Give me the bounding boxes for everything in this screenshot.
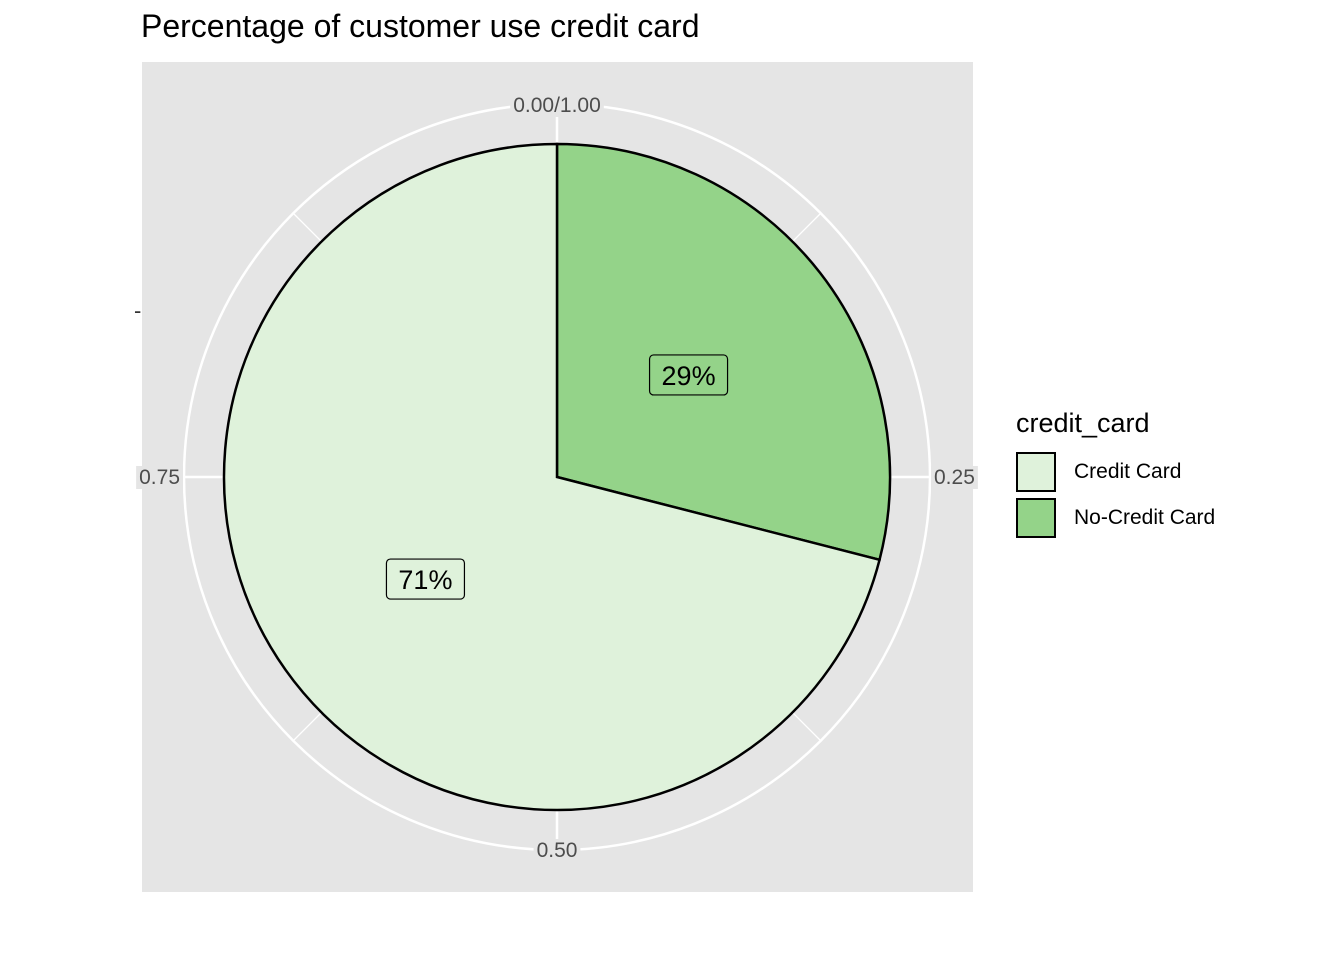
data-label-box bbox=[648, 354, 729, 396]
tick-layer: 0.00/1.00 0.25 0.50 0.75 bbox=[136, 94, 978, 862]
legend-item: Credit Card bbox=[1016, 449, 1215, 495]
theta-tick-label: 0.00/1.00 bbox=[513, 94, 601, 117]
legend-title: credit_card bbox=[1016, 408, 1150, 438]
legend-item: No-Credit Card bbox=[1016, 495, 1215, 541]
legend-key bbox=[1016, 452, 1056, 492]
tick-label-bg bbox=[136, 466, 183, 489]
data-label-box bbox=[385, 558, 466, 600]
legend-label: Credit Card bbox=[1074, 460, 1182, 483]
legend-items: Credit Card No-Credit Card bbox=[1016, 449, 1215, 541]
theta-tick-label: 0.25 bbox=[934, 466, 975, 489]
theta-tick-label: 0.75 bbox=[139, 466, 180, 489]
slice-layer bbox=[222, 142, 892, 812]
legend: credit_card Credit Card No-Credit Card bbox=[1016, 408, 1215, 541]
pie-slice-no-credit-card bbox=[555, 142, 892, 562]
theta-tick-label: 0.50 bbox=[537, 839, 578, 862]
y-axis-tick: - bbox=[134, 298, 141, 323]
chart-title: Percentage of customer use credit card bbox=[141, 8, 700, 44]
tick-label-bg bbox=[533, 839, 581, 862]
data-label: 71% bbox=[398, 565, 452, 595]
pie-slice-credit-card bbox=[222, 142, 882, 812]
tick-label-bg bbox=[931, 466, 978, 489]
legend-key bbox=[1016, 498, 1056, 538]
tick-label-bg bbox=[510, 94, 604, 117]
label-layer: 29% 71% bbox=[385, 354, 729, 600]
legend-label: No-Credit Card bbox=[1074, 506, 1216, 529]
data-label: 29% bbox=[662, 361, 716, 391]
